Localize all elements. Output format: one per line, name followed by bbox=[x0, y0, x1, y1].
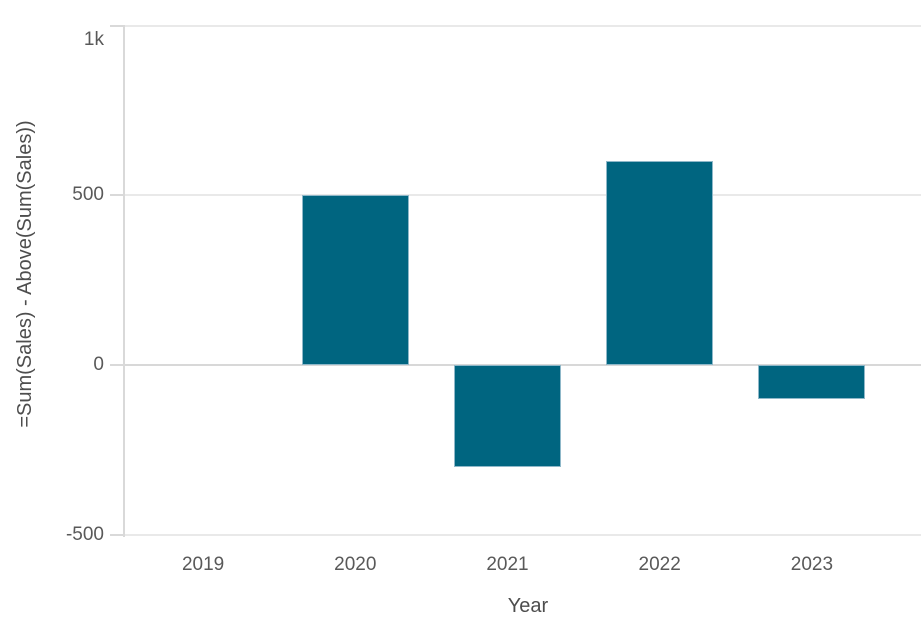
gridline bbox=[125, 533, 921, 536]
y-tick-mark bbox=[110, 364, 125, 366]
x-tick-label: 2021 bbox=[486, 554, 529, 575]
x-axis-title: Year bbox=[507, 595, 549, 617]
x-tick-label: 2019 bbox=[181, 554, 225, 575]
bar-2022[interactable] bbox=[606, 161, 714, 365]
y-tick-label: -500 bbox=[65, 523, 104, 545]
bar-2020[interactable] bbox=[301, 195, 409, 365]
x-tick-label: 2022 bbox=[638, 554, 681, 575]
y-tick-mark bbox=[110, 194, 125, 197]
y-tick-label: 500 bbox=[72, 184, 104, 206]
x-tick-label: 2023 bbox=[790, 554, 834, 575]
y-tick-label: 1k bbox=[83, 29, 104, 50]
y-tick-mark bbox=[110, 24, 125, 27]
bar-2021[interactable] bbox=[454, 365, 561, 467]
x-tick-label: 2020 bbox=[334, 554, 377, 575]
gridline bbox=[125, 24, 921, 27]
gridline bbox=[125, 194, 921, 197]
y-axis-line bbox=[123, 26, 125, 537]
y-tick-label: 0 bbox=[93, 354, 104, 375]
y-tick-mark bbox=[110, 533, 125, 536]
bar-2023[interactable] bbox=[758, 365, 866, 399]
